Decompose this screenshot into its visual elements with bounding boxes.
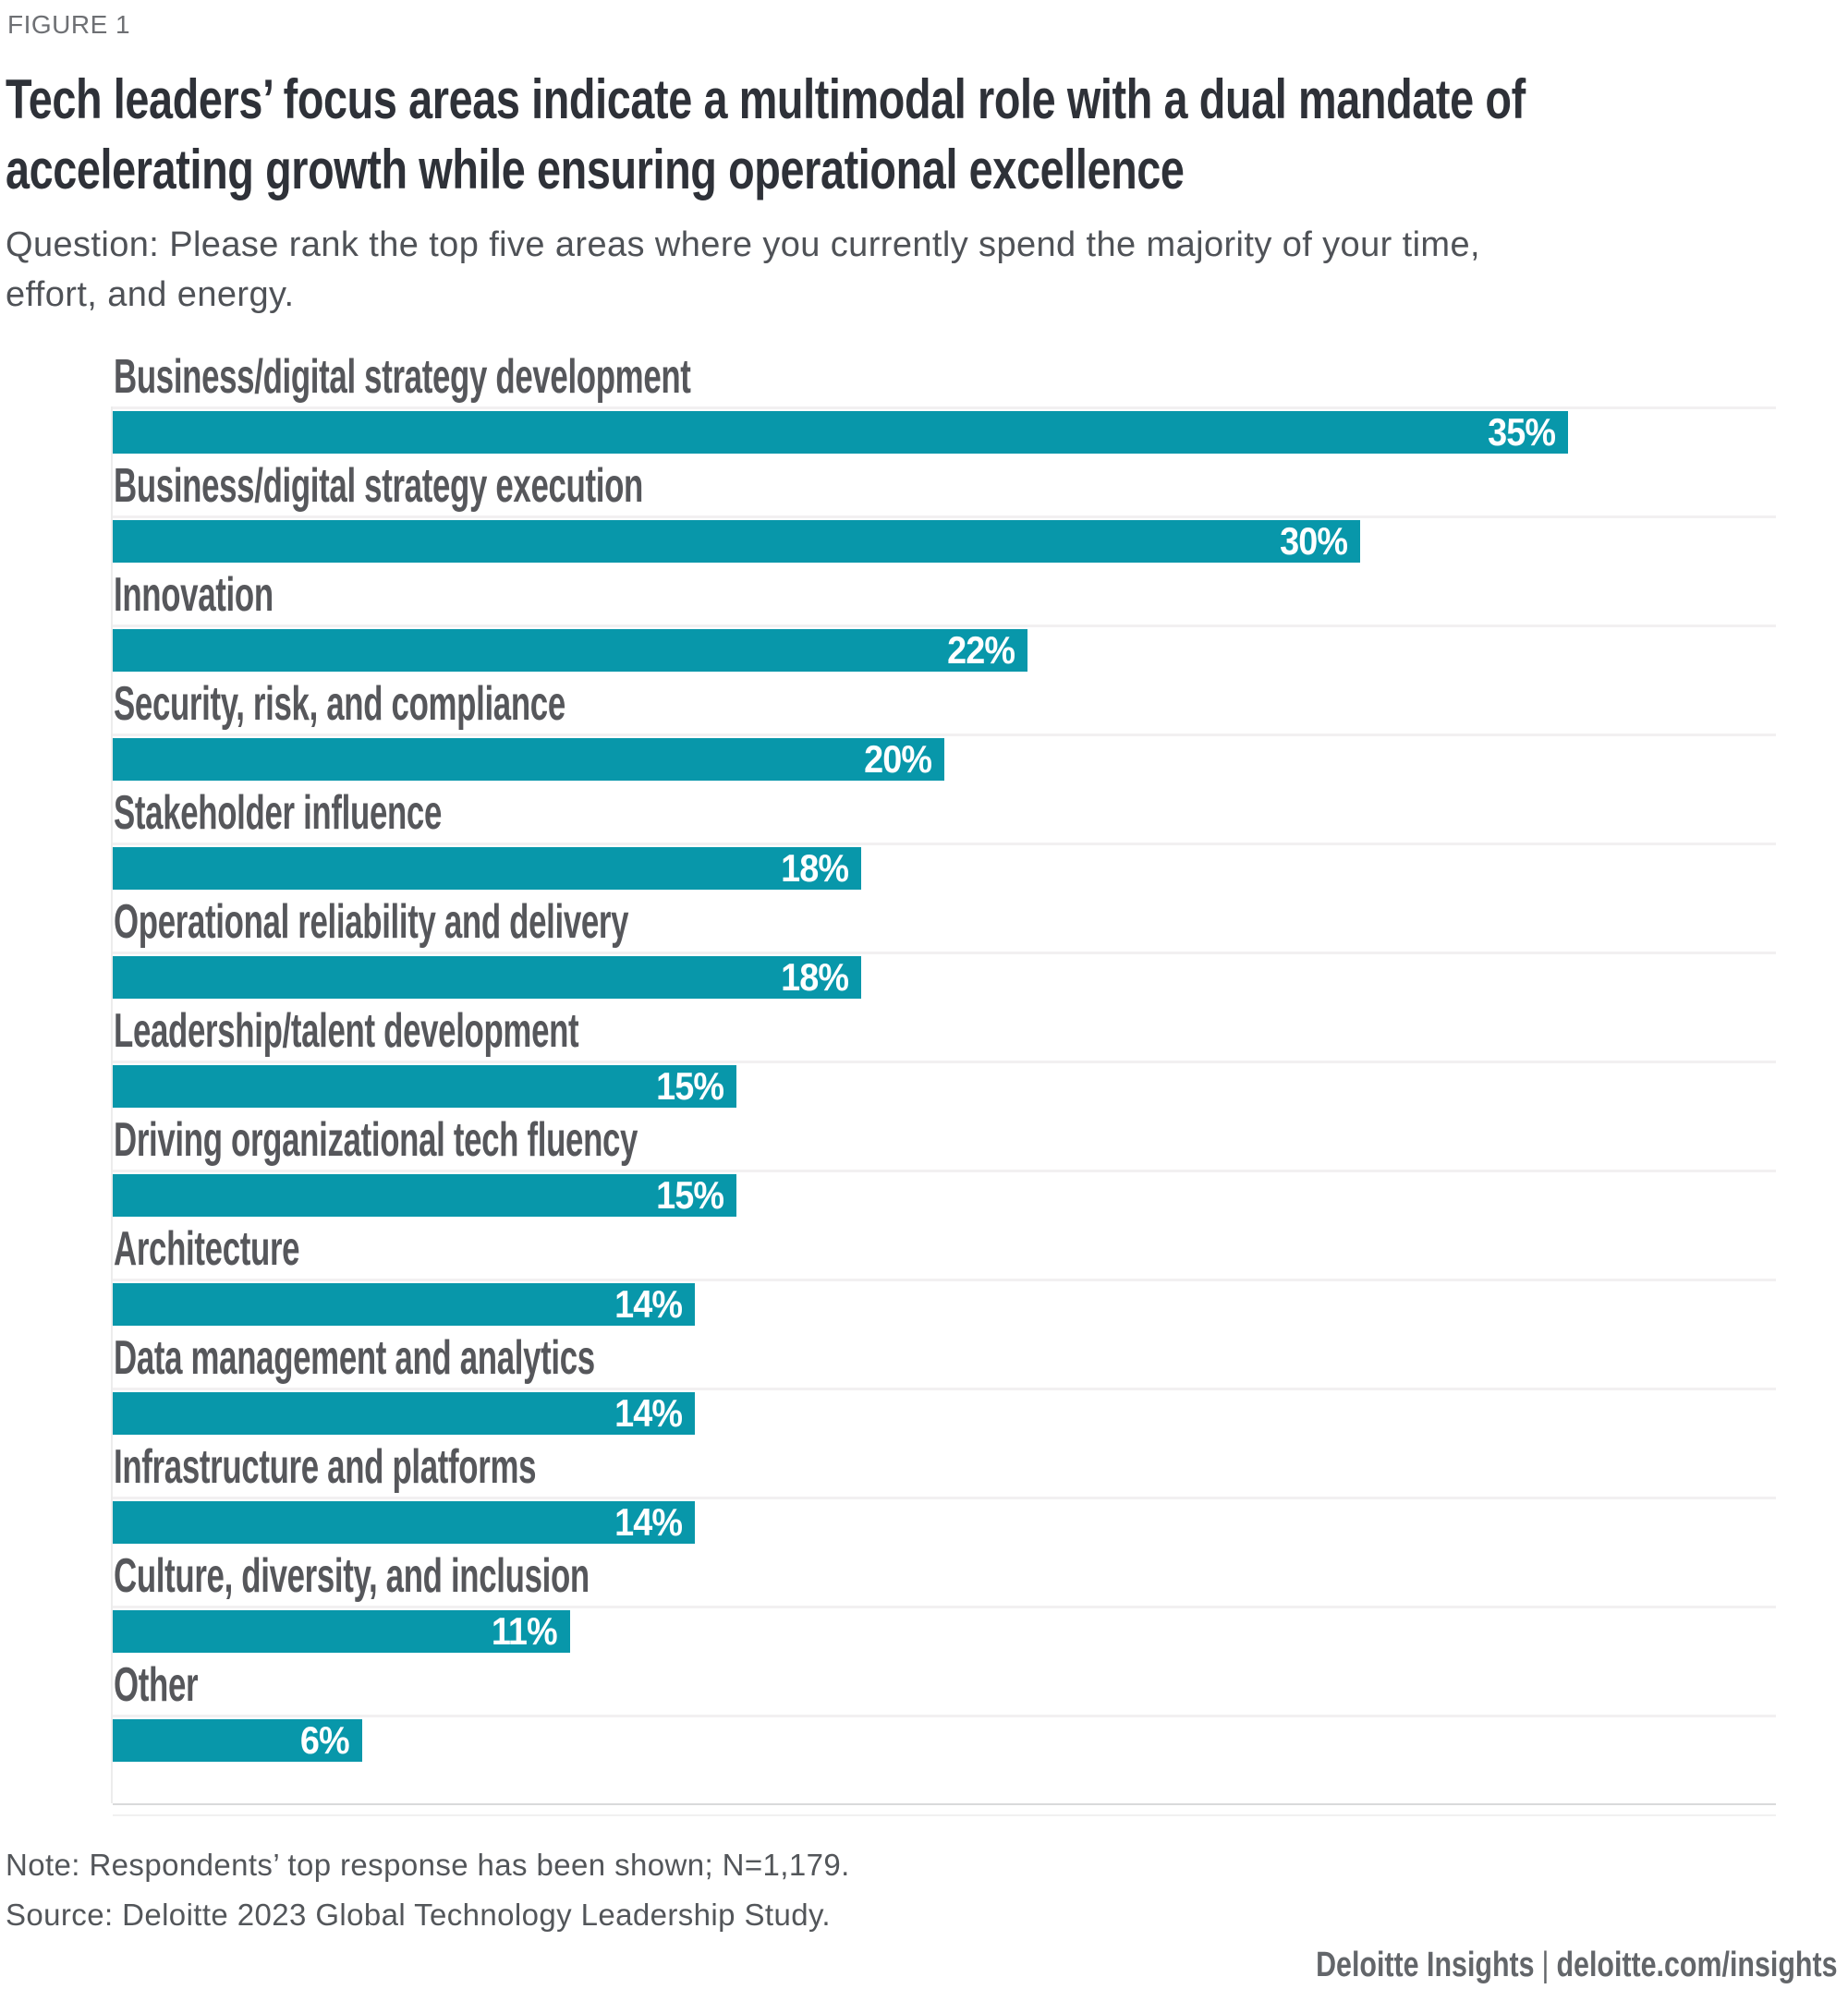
row-gridline <box>113 843 1776 845</box>
category-label-text: Architecture <box>114 1222 300 1276</box>
chart-row: Infrastructure and platforms 14% <box>113 1439 1776 1548</box>
bar: 30% <box>113 519 1360 563</box>
category-label-text: Driving organizational tech fluency <box>114 1113 638 1167</box>
chart-row: Architecture 14% <box>113 1221 1776 1330</box>
bar-value-label: 18% <box>781 846 849 890</box>
bar-value-label: 14% <box>614 1500 683 1544</box>
bar: 14% <box>113 1282 695 1326</box>
chart-row: Leadership/talent development 15% <box>113 1003 1776 1112</box>
category-label: Operational reliability and delivery <box>114 896 882 948</box>
bar: 20% <box>113 737 944 781</box>
figure-label: FIGURE 1 <box>7 10 131 39</box>
category-label: Other <box>114 1659 239 1711</box>
note-text: Note: Respondents’ top response has been… <box>6 1848 850 1882</box>
category-label: Data management and analytics <box>114 1332 832 1384</box>
row-gridline <box>113 734 1776 736</box>
bar: 18% <box>113 955 861 999</box>
row-gridline <box>113 1170 1776 1172</box>
bar-value-label: 6% <box>300 1718 350 1762</box>
bar-chart: Business/digital strategy development 35… <box>111 349 1776 1816</box>
bar-value-label: 15% <box>656 1173 724 1217</box>
row-gridline <box>113 1061 1776 1063</box>
category-label-text: Security, risk, and compliance <box>114 677 565 731</box>
question-subtitle: Question: Please rank the top five areas… <box>6 225 1480 314</box>
row-gridline <box>113 1388 1776 1390</box>
bar: 15% <box>113 1064 736 1108</box>
category-label: Security, risk, and compliance <box>114 678 788 730</box>
bar-value-label: 14% <box>614 1391 683 1435</box>
y-axis-line <box>111 406 113 1803</box>
chart-row: Innovation 22% <box>113 567 1776 676</box>
bar-value-label: 11% <box>492 1609 558 1653</box>
category-label-text: Business/digital strategy development <box>114 350 691 404</box>
bar-value-label: 15% <box>656 1064 724 1108</box>
bar-value-label: 30% <box>1280 519 1348 563</box>
x-axis-line-secondary <box>113 1814 1776 1816</box>
row-gridline <box>113 1606 1776 1608</box>
chart-row: Other 6% <box>113 1657 1776 1766</box>
bar: 22% <box>113 628 1027 672</box>
bar: 14% <box>113 1391 695 1435</box>
row-gridline <box>113 952 1776 954</box>
x-axis-line <box>113 1803 1776 1805</box>
chart-row: Driving organizational tech fluency 15% <box>113 1112 1776 1221</box>
row-gridline <box>113 406 1776 409</box>
chart-rows: Business/digital strategy development 35… <box>113 349 1776 1766</box>
row-gridline <box>113 625 1776 627</box>
category-label: Driving organizational tech fluency <box>114 1114 895 1166</box>
category-label: Leadership/talent development <box>114 1005 808 1057</box>
category-label-text: Innovation <box>114 568 274 622</box>
row-gridline <box>113 1715 1776 1717</box>
bar: 6% <box>113 1718 362 1762</box>
chart-title: Tech leaders’ focus areas indicate a mul… <box>6 65 1848 205</box>
category-label: Business/digital strategy development <box>114 351 975 403</box>
category-label-text: Other <box>114 1658 199 1712</box>
footer-url: deloitte.com/insights <box>1555 1946 1837 1984</box>
chart-row: Stakeholder influence 18% <box>113 785 1776 894</box>
chart-row: Data management and analytics 14% <box>113 1330 1776 1439</box>
category-label-text: Business/digital strategy execution <box>114 459 643 513</box>
category-label-text: Culture, diversity, and inclusion <box>114 1549 590 1603</box>
category-label-text: Infrastructure and platforms <box>114 1440 537 1494</box>
category-label: Culture, diversity, and inclusion <box>114 1550 823 1602</box>
category-label-text: Leadership/talent development <box>114 1004 579 1058</box>
bar-value-label: 14% <box>614 1282 683 1326</box>
deloitte-insights-footer: Deloitte Insights | deloitte.com/insights <box>1316 1946 1837 1985</box>
category-label: Business/digital strategy execution <box>114 460 904 512</box>
category-label: Stakeholder influence <box>114 787 603 839</box>
row-gridline <box>113 515 1776 518</box>
bar-value-label: 18% <box>781 955 849 999</box>
category-label: Architecture <box>114 1223 391 1275</box>
footer-separator: | <box>1541 1946 1549 1984</box>
row-gridline <box>113 1497 1776 1499</box>
bar: 18% <box>113 846 861 890</box>
source-text: Source: Deloitte 2023 Global Technology … <box>6 1898 831 1932</box>
chart-row: Security, risk, and compliance 20% <box>113 676 1776 785</box>
category-label: Innovation <box>114 569 352 621</box>
chart-row: Operational reliability and delivery 18% <box>113 894 1776 1003</box>
figure-page: FIGURE 1 Tech leaders’ focus areas indic… <box>0 9 1848 1989</box>
chart-row: Business/digital strategy development 35… <box>113 349 1776 458</box>
category-label-text: Stakeholder influence <box>114 786 443 840</box>
bar-value-label: 35% <box>1488 410 1556 454</box>
bar-value-label: 20% <box>864 737 932 781</box>
row-gridline <box>113 1279 1776 1281</box>
category-label: Infrastructure and platforms <box>114 1441 744 1493</box>
bar: 15% <box>113 1173 736 1217</box>
chart-title-text: Tech leaders’ focus areas indicate a mul… <box>6 68 1526 200</box>
bar: 11% <box>113 1609 570 1653</box>
bar: 14% <box>113 1500 695 1544</box>
category-label-text: Operational reliability and delivery <box>114 895 629 949</box>
footer-brand: Deloitte Insights <box>1315 1946 1535 1984</box>
bar-value-label: 22% <box>947 628 1015 672</box>
category-label-text: Data management and analytics <box>114 1331 595 1385</box>
chart-row: Business/digital strategy execution 30% <box>113 458 1776 567</box>
chart-row: Culture, diversity, and inclusion 11% <box>113 1548 1776 1657</box>
bar: 35% <box>113 410 1568 454</box>
